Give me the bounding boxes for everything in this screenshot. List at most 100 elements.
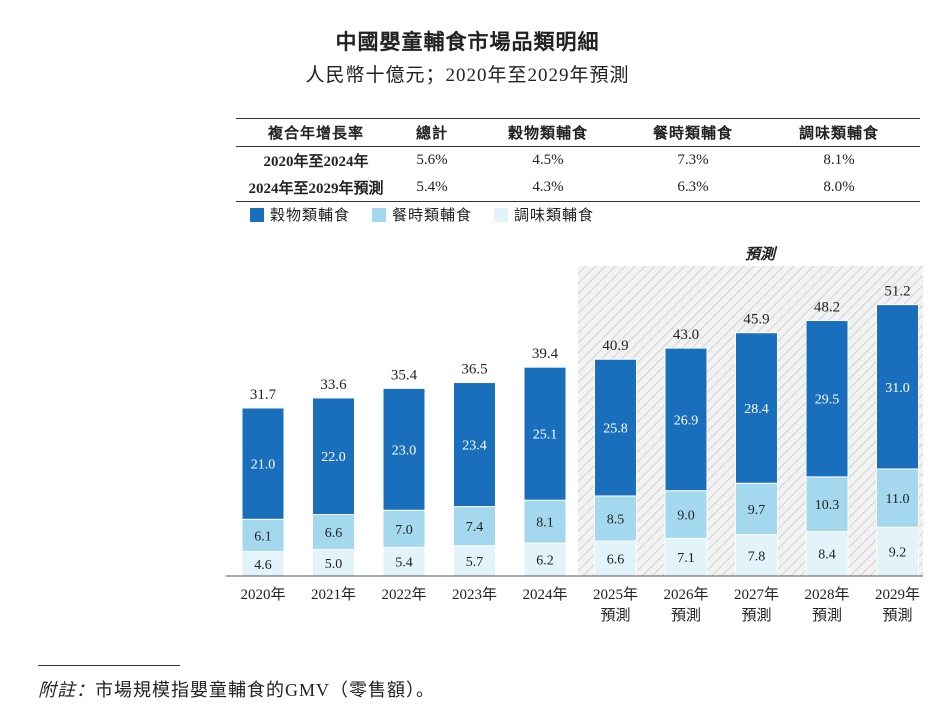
- total-label: 40.9: [602, 338, 628, 354]
- bar-segment-cereal: [876, 304, 919, 470]
- data-label-seasoning: 8.4: [818, 548, 836, 563]
- legend-item-meal: 餐時類輔食: [372, 204, 472, 225]
- x-tick-label: 2029年: [875, 586, 920, 603]
- data-label-cereal: 28.4: [744, 402, 769, 417]
- bar-segment-seasoning: [241, 551, 285, 577]
- bar-segment-seasoning: [805, 530, 849, 577]
- legend-label-seasoning: 調味類輔食: [514, 208, 595, 224]
- legend-item-cereal: 穀物類輔食: [250, 204, 350, 225]
- bar-segment-meal: [382, 509, 426, 548]
- legend-swatch-cereal: [250, 207, 264, 222]
- x-tick-label: 2028年: [804, 586, 849, 603]
- data-label-meal: 9.7: [748, 503, 766, 518]
- bar-segment-meal: [664, 490, 708, 539]
- data-label-meal: 7.0: [395, 523, 413, 538]
- footnote-label: 附註：: [38, 680, 95, 700]
- footnote-text: 市場規模指嬰童輔食的GMV（零售額）。: [95, 680, 436, 700]
- data-label-meal: 6.6: [325, 526, 343, 541]
- chart-legend: 穀物類輔食 餐時類輔食 調味類輔食: [250, 204, 594, 225]
- data-label-seasoning: 5.7: [466, 555, 484, 570]
- footnote: 附註：市場規模指嬰童輔食的GMV（零售額）。: [38, 676, 435, 702]
- x-tick-label: 2027年: [734, 586, 779, 603]
- bar-segment-seasoning: [382, 546, 426, 577]
- data-label-meal: 11.0: [886, 492, 910, 507]
- bar-segment-cereal: [664, 347, 708, 492]
- bar-segment-cereal: [805, 320, 849, 478]
- legend-swatch-seasoning: [494, 207, 509, 222]
- x-tick-sublabel: 預測: [671, 607, 701, 624]
- x-tick-label: 2021年: [311, 586, 356, 603]
- data-label-seasoning: 6.2: [536, 554, 554, 569]
- bar-segment-cereal: [594, 358, 637, 497]
- cagr-header-total: 總計: [396, 118, 468, 147]
- data-label-cereal: 22.0: [321, 450, 346, 465]
- x-tick-sublabel: 預測: [600, 607, 630, 624]
- legend-swatch-meal: [372, 207, 387, 222]
- bars-group: 4.6 6.1 21.0 31.7 2020年 5.0 6.6 22.0 33.6 2021年 5.…: [240, 284, 920, 624]
- cagr-seasoning: 8.0%: [758, 174, 920, 202]
- x-tick-label: 2026年: [663, 586, 708, 603]
- x-tick-label: 2024年: [522, 586, 567, 603]
- bar-segment-seasoning: [664, 537, 708, 577]
- total-label: 36.5: [461, 362, 487, 378]
- cagr-header-seasoning: 調味類輔食: [758, 118, 920, 147]
- cagr-header-meal: 餐時類輔食: [628, 118, 758, 147]
- data-label-cereal: 23.4: [462, 439, 487, 454]
- legend-label-cereal: 穀物類輔食: [270, 208, 351, 224]
- bar-segment-seasoning: [523, 542, 567, 577]
- data-label-meal: 8.5: [607, 512, 625, 527]
- data-label-seasoning: 5.0: [325, 557, 343, 572]
- data-label-cereal: 25.1: [533, 428, 558, 443]
- total-label: 39.4: [532, 346, 559, 362]
- total-label: 33.6: [320, 377, 347, 393]
- bar-segment-cereal: [735, 332, 778, 484]
- forecast-region-label: 預測: [745, 246, 778, 263]
- data-label-cereal: 29.5: [815, 393, 840, 408]
- x-tick-sublabel: 預測: [882, 607, 912, 624]
- legend-label-meal: 餐時類輔食: [392, 208, 473, 224]
- cagr-cereal: 4.3%: [468, 174, 628, 202]
- bar-segment-meal: [594, 495, 637, 542]
- legend-item-seasoning: 調味類輔食: [494, 204, 594, 225]
- x-tick-label: 2022年: [381, 586, 426, 603]
- bar-segment-seasoning: [594, 540, 637, 577]
- x-tick-sublabel: 預測: [812, 607, 842, 624]
- total-label: 31.7: [250, 387, 277, 403]
- cagr-seasoning: 8.1%: [823, 152, 855, 168]
- data-label-cereal: 26.9: [674, 413, 699, 428]
- data-label-seasoning: 9.2: [889, 546, 907, 561]
- chart-title: 中國嬰童輔食市場品類明細: [335, 30, 600, 54]
- data-label-cereal: 25.8: [603, 422, 628, 437]
- total-label: 51.2: [884, 284, 910, 300]
- data-label-seasoning: 5.4: [395, 556, 413, 571]
- data-label-seasoning: 7.1: [677, 551, 695, 566]
- total-label: 45.9: [743, 312, 769, 328]
- bar-segment-cereal: [241, 407, 285, 520]
- total-label: 43.0: [673, 327, 699, 343]
- data-label-meal: 8.1: [536, 516, 554, 531]
- chart-subtitle: 人民幣十億元；2020年至2029年預測: [305, 65, 630, 86]
- table-row: 2020年至2024年 5.6% 4.5% 7.3% 8.1%: [236, 147, 920, 175]
- data-label-cereal: 31.0: [885, 381, 910, 396]
- cagr-table-header-row: 複合年增長率 總計 穀物類輔食 餐時類輔食 調味類輔食: [236, 118, 920, 147]
- bar-segment-cereal: [312, 397, 355, 516]
- data-label-cereal: 21.0: [251, 458, 276, 473]
- data-label-cereal: 23.0: [392, 443, 417, 458]
- data-label-seasoning: 7.8: [748, 549, 766, 564]
- data-label-meal: 10.3: [815, 498, 840, 513]
- bar-segment-meal: [876, 468, 919, 528]
- x-tick-label: 2025年: [593, 586, 638, 603]
- data-label-seasoning: 6.6: [607, 553, 625, 568]
- bar-segment-meal: [805, 476, 849, 532]
- bar-segment-cereal: [382, 387, 426, 511]
- total-label: 48.2: [814, 300, 840, 316]
- bar-segment-meal: [735, 482, 778, 536]
- note-divider: [38, 665, 180, 666]
- bar-segment-cereal: [453, 382, 496, 508]
- bar-segment-seasoning: [876, 526, 919, 577]
- cagr-total: 5.6%: [416, 152, 448, 168]
- data-label-meal: 6.1: [254, 529, 272, 544]
- bar-segment-cereal: [523, 366, 567, 501]
- cagr-meal: 7.3%: [677, 152, 709, 168]
